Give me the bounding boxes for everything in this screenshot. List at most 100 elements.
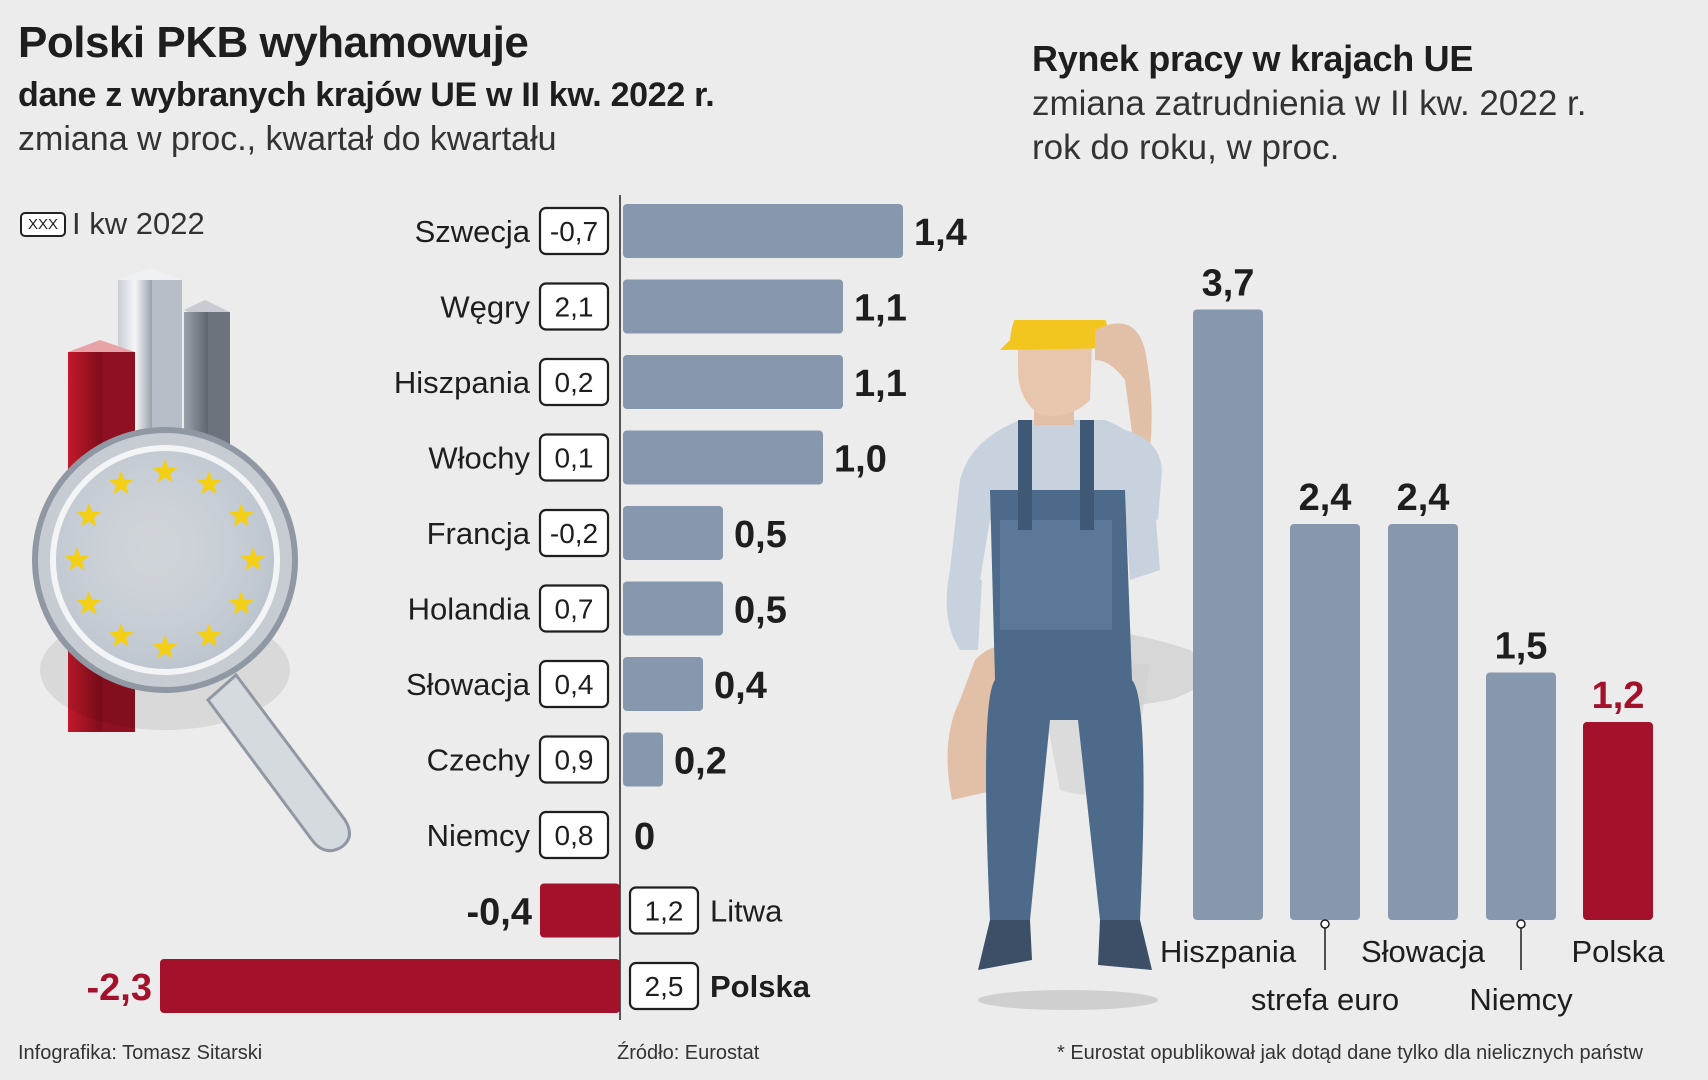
gdp-category-label-2: Hiszpania: [394, 365, 531, 400]
credit-text: Infografika: Tomasz Sitarski: [18, 1042, 263, 1064]
employment-value-label-0: 3,7: [1202, 263, 1255, 305]
q1-value-box-4: [538, 508, 610, 558]
employment-category-label-3: Niemcy: [1469, 982, 1573, 1017]
gdp-value-label-4: 0,5: [734, 514, 787, 556]
worker-icon: [946, 320, 1206, 1010]
employment-category-label-0: Hiszpania: [1160, 934, 1297, 969]
q1-value-label-8: 0,8: [555, 820, 594, 851]
gdp-bar-9: [540, 883, 620, 938]
q1-value-box-5: [538, 584, 610, 633]
gdp-bar-5: [623, 581, 723, 636]
eu-star: [240, 547, 266, 571]
footnote-text: * Eurostat opublikował jak dotąd dane ty…: [1057, 1042, 1643, 1064]
employment-label-dot-3: [1516, 919, 1526, 929]
eu-star: [108, 470, 134, 495]
gdp-bars: 1,4 -0,7 Szwecja 1,1 2,1 Węgry 1,1 0,2 Hiszpania…: [87, 204, 967, 1013]
gdp-category-label-4: Francja: [427, 516, 531, 551]
legend: XXX I kw 2022: [20, 206, 205, 241]
q1-value-box-9: [628, 886, 700, 935]
gdp-bar-3: [623, 430, 823, 485]
q1-value-box-6: [538, 659, 610, 709]
gdp-category-label-5: Holandia: [408, 592, 531, 627]
employment-bar-3: [1486, 672, 1556, 920]
q1-value-label-6: 0,4: [555, 669, 594, 700]
gdp-value-label-9: -0,4: [467, 892, 532, 934]
q1-value-box-3: [538, 433, 610, 482]
eu-star: [76, 503, 102, 527]
employment-label-dot-1: [1320, 919, 1330, 929]
employment-value-label-1: 2,4: [1299, 477, 1352, 519]
gdp-value-label-8: 0: [634, 816, 655, 858]
q1-value-box-10: [628, 961, 700, 1011]
eu-star: [76, 591, 102, 615]
gdp-category-label-10: Polska: [710, 969, 811, 1004]
q1-value-label-2: 0,2: [555, 367, 594, 398]
employment-bar-2: [1388, 524, 1458, 920]
gdp-bar-2: [623, 355, 843, 409]
employment-category-label-2: Słowacja: [1361, 934, 1486, 969]
gdp-bar-6: [623, 657, 703, 711]
q1-value-label-3: 0,1: [555, 443, 594, 474]
eu-star: [108, 623, 134, 647]
gdp-category-label-6: Słowacja: [406, 667, 531, 702]
gdp-bar-0: [623, 204, 903, 258]
eu-star: [196, 623, 222, 647]
gdp-category-label-8: Niemcy: [427, 818, 531, 853]
worker-illustration: [946, 320, 1206, 1010]
q1-value-box-1: [538, 282, 610, 331]
employment-bar-chart: 3,7 Hiszpania 2,4 strefa euro 2,4 Słowacja 1,5…: [1160, 263, 1665, 1018]
q1-value-label-9: 1,2: [645, 896, 684, 927]
gdp-category-label-3: Włochy: [428, 441, 530, 476]
q1-value-label-1: 2,1: [555, 292, 594, 323]
employment-category-label-1: strefa euro: [1251, 982, 1399, 1017]
left-chart-unit-note: zmiana w proc., kwartał do kwartału: [18, 120, 557, 158]
gdp-value-label-5: 0,5: [734, 590, 787, 632]
eu-star: [228, 591, 254, 615]
employment-bar-4: [1583, 722, 1653, 920]
right-chart-title: Rynek pracy w krajach UE: [1032, 38, 1474, 79]
gdp-category-label-9: Litwa: [710, 894, 783, 929]
employment-bar-0: [1193, 309, 1263, 920]
gdp-category-label-7: Czechy: [427, 743, 531, 778]
q1-value-label-4: -0,2: [550, 518, 598, 549]
q1-value-label-0: -0,7: [550, 216, 598, 247]
q1-value-box-7: [538, 735, 610, 784]
gdp-bar-10: [160, 959, 620, 1013]
legend-label: I kw 2022: [72, 206, 205, 241]
eu-star: [196, 470, 222, 495]
eu-star: [64, 547, 90, 571]
gdp-bar-1: [623, 279, 843, 334]
eu-stars-icon: [64, 459, 266, 659]
eu-star: [228, 503, 254, 527]
employment-bars: 3,7 Hiszpania 2,4 strefa euro 2,4 Słowacja 1,5…: [1160, 263, 1665, 1018]
gdp-value-label-0: 1,4: [914, 212, 967, 254]
gdp-value-label-6: 0,4: [714, 665, 767, 707]
q1-value-box-8: [538, 810, 610, 860]
gdp-bar-4: [623, 506, 723, 560]
gdp-value-label-2: 1,1: [854, 363, 907, 405]
source-text: Źródło: Eurostat: [617, 1042, 760, 1064]
gdp-value-label-7: 0,2: [674, 741, 727, 783]
right-chart-subtitle-2: rok do roku, w proc.: [1032, 128, 1340, 167]
right-chart-subtitle: zmiana zatrudnienia w II kw. 2022 r.: [1032, 84, 1587, 123]
employment-category-label-4: Polska: [1571, 934, 1665, 969]
gdp-category-label-0: Szwecja: [415, 214, 531, 249]
q1-value-label-10: 2,5: [645, 971, 684, 1002]
magnifier-illustration: [32, 268, 351, 853]
legend-box: XXX: [20, 211, 67, 237]
q1-value-box-0: [538, 206, 610, 256]
gdp-value-label-3: 1,0: [834, 439, 887, 481]
gdp-value-label-1: 1,1: [854, 288, 907, 330]
employment-value-label-4: 1,2: [1592, 675, 1645, 717]
gdp-bar-7: [623, 732, 663, 787]
gdp-bar-chart: 1,4 -0,7 Szwecja 1,1 2,1 Węgry 1,1 0,2 Hiszpania…: [87, 195, 967, 1020]
employment-bar-1: [1290, 524, 1360, 920]
eu-star: [152, 635, 178, 659]
employment-value-label-3: 1,5: [1495, 626, 1548, 668]
eu-star: [152, 459, 178, 483]
employment-value-label-2: 2,4: [1397, 477, 1450, 519]
magnifier-icon: [32, 427, 351, 853]
q1-value-box-2: [538, 357, 610, 407]
q1-value-label-5: 0,7: [555, 594, 594, 625]
q1-value-label-7: 0,9: [555, 745, 594, 776]
